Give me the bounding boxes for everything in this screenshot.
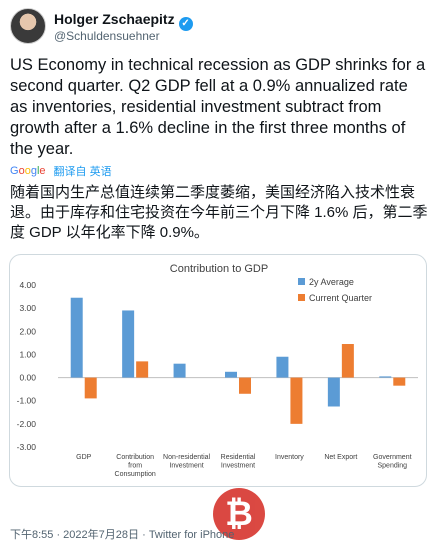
legend-swatch	[298, 278, 305, 285]
x-category-label: GDP	[76, 454, 92, 461]
chart-image[interactable]: Contribution to GDP 4.00 3.00 2.00 1.00 0.00 -…	[9, 254, 427, 487]
y-tick-label: 0.00	[19, 373, 36, 383]
bar-avg	[379, 376, 392, 378]
x-category-label: Government Spending	[373, 454, 412, 470]
legend-label: Current Quarter	[309, 293, 372, 303]
translated-text: 随着国内生产总值连续第二季度萎缩，美国经济陷入技术性衰退。由于库存和住宅投资在今…	[10, 184, 428, 241]
author-handle[interactable]: @Schuldensuehner	[54, 29, 160, 43]
y-tick-label: -2.00	[17, 419, 37, 429]
bar-current	[393, 377, 406, 386]
bar-avg	[327, 377, 340, 407]
legend-label: 2y Average	[309, 277, 354, 287]
x-category-label: Residential Investment	[221, 454, 256, 470]
bar-current	[84, 377, 97, 399]
x-category-label: Inventory	[275, 454, 304, 461]
gdp-contribution-chart: Contribution to GDP 4.00 3.00 2.00 1.00 0.00 -…	[17, 263, 418, 478]
tweet-text: US Economy in technical recession as GDP…	[10, 56, 426, 158]
avatar[interactable]	[10, 8, 46, 44]
x-category-label: Contribution from Consumption	[115, 454, 156, 478]
bar-avg	[173, 363, 186, 378]
y-tick-label: 2.00	[19, 326, 36, 336]
footer-separator: ·	[142, 529, 149, 541]
legend-swatch	[298, 294, 305, 301]
bar-current	[290, 377, 303, 424]
bar-current	[341, 344, 354, 378]
translation-bar: Google 翻译自 英语	[10, 163, 112, 179]
y-tick-label: -1.00	[17, 396, 37, 406]
bar-avg	[225, 371, 237, 378]
chart-title: Contribution to GDP	[170, 263, 268, 275]
google-logo-icon: Google	[10, 165, 46, 177]
x-category-label: Non-residential Investment	[163, 454, 211, 470]
author-name[interactable]: Holger Zschaepitz ✓	[54, 11, 193, 31]
verified-badge-icon: ✓	[178, 17, 193, 31]
bar-avg	[70, 297, 83, 378]
y-tick-label: 3.00	[19, 303, 36, 313]
source-label[interactable]: Twitter for iPhone	[148, 529, 235, 541]
y-tick-label: 1.00	[19, 349, 36, 359]
bitcoin-watermark-icon: ₿	[213, 488, 265, 540]
translated-from-link[interactable]: 翻译自 英语	[53, 166, 112, 178]
y-tick-label: -3.00	[17, 442, 37, 452]
timestamp[interactable]: 下午8:55 · 2022年7月28日	[10, 529, 140, 541]
author-name-text[interactable]: Holger Zschaepitz	[54, 11, 175, 27]
x-category-label: Net Export	[324, 454, 357, 461]
bar-avg	[122, 310, 135, 378]
tweet-header: Holger Zschaepitz ✓ @Schuldensuehner	[10, 8, 427, 48]
bar-avg	[276, 356, 289, 378]
tweet-footer: 下午8:55 · 2022年7月28日 · Twitter for iPhone	[10, 526, 234, 542]
bar-current	[239, 377, 251, 394]
y-tick-label: 4.00	[19, 280, 36, 290]
bar-current	[136, 361, 149, 378]
